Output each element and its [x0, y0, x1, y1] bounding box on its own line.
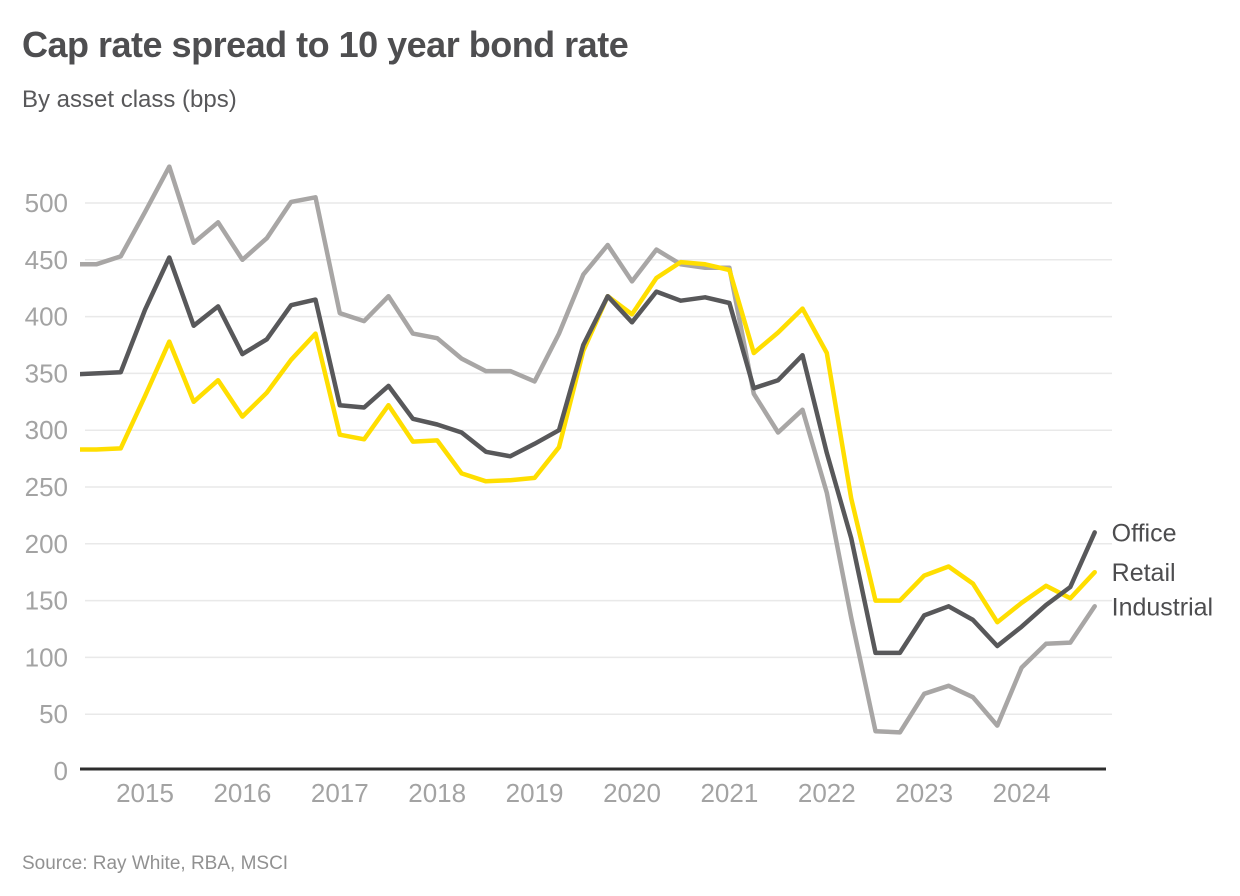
page-subtitle: By asset class (bps)	[22, 86, 237, 113]
x-tick-label: 2019	[506, 778, 564, 808]
source-note: Source: Ray White, RBA, MSCI	[22, 853, 289, 874]
x-axis-tick-labels: 2015 2016 2017 2018 2019 2020 2021 2022 2023 2024	[116, 778, 1050, 808]
y-tick-label: 500	[25, 188, 68, 218]
x-tick-label: 2018	[408, 778, 466, 808]
series-line-industrial	[80, 164, 1097, 735]
series-line-office	[80, 255, 1097, 656]
y-tick-label: 50	[39, 699, 68, 729]
x-tick-label: 2017	[311, 778, 369, 808]
x-tick-label: 2016	[213, 778, 271, 808]
x-tick-label: 2015	[116, 778, 174, 808]
series-end-labels: Office Retail Industrial	[1112, 519, 1213, 621]
series-label-industrial: Industrial	[1112, 593, 1213, 621]
y-gridlines	[85, 202, 1112, 715]
x-tick-label: 2024	[993, 778, 1051, 808]
series-lines	[80, 164, 1097, 735]
y-tick-label: 450	[25, 245, 68, 275]
series-label-office: Office	[1112, 519, 1177, 547]
y-tick-label: 400	[25, 302, 68, 332]
series-label-retail: Retail	[1112, 559, 1176, 587]
y-tick-label: 300	[25, 415, 68, 445]
y-tick-label: 350	[25, 358, 68, 388]
y-tick-label: 0	[54, 756, 68, 786]
y-tick-label: 250	[25, 472, 68, 502]
y-tick-label: 150	[25, 586, 68, 616]
x-tick-label: 2020	[603, 778, 661, 808]
y-axis-tick-labels: 0 50 100 150 200 250 300 350 400 450 500	[25, 188, 68, 786]
x-tick-label: 2023	[895, 778, 953, 808]
x-tick-label: 2022	[798, 778, 856, 808]
y-tick-label: 100	[25, 642, 68, 672]
y-tick-label: 200	[25, 529, 68, 559]
page-title: Cap rate spread to 10 year bond rate	[22, 24, 629, 65]
x-tick-label: 2021	[700, 778, 758, 808]
